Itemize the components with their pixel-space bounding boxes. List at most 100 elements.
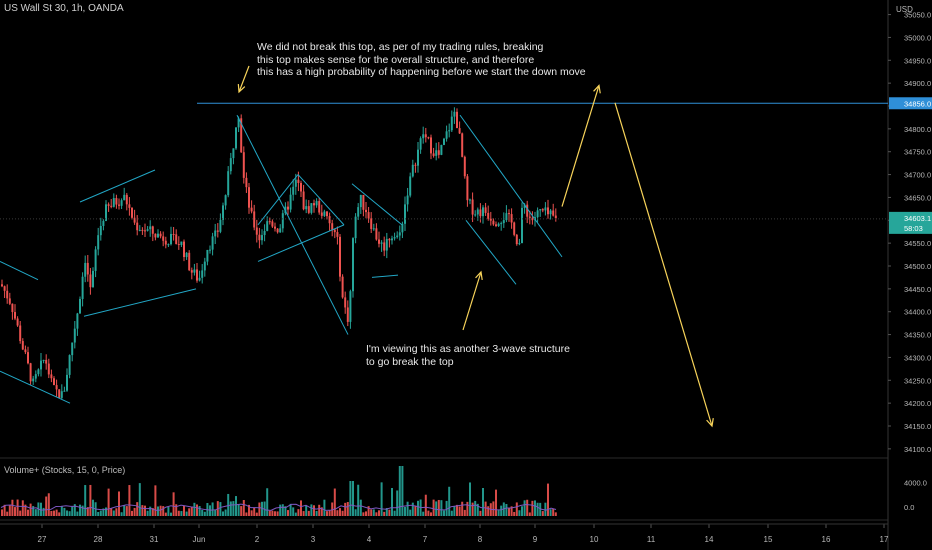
- candle: [463, 156, 466, 177]
- volume-bar: [66, 510, 68, 516]
- candle: [193, 269, 196, 273]
- candle: [219, 219, 222, 232]
- volume-bar: [151, 508, 154, 516]
- volume-bar: [120, 512, 123, 516]
- volume-bar: [245, 512, 248, 516]
- projection-up-arrow: [561, 85, 600, 207]
- candle: [201, 270, 204, 278]
- candle: [489, 218, 492, 221]
- volume-bar: [469, 482, 471, 516]
- candle: [466, 176, 469, 201]
- candle: [170, 233, 172, 245]
- volume-bar: [102, 508, 105, 516]
- volume-bar: [406, 501, 409, 516]
- volume-bar: [307, 510, 310, 516]
- candle: [177, 244, 180, 246]
- volume-bar: [354, 509, 357, 516]
- volume-bar: [157, 506, 159, 516]
- candle: [235, 127, 237, 149]
- volume-bar: [227, 493, 230, 516]
- volume-bar: [453, 506, 456, 516]
- volume-bar: [242, 500, 245, 516]
- resistance-line: [0, 102, 888, 220]
- candle: [362, 194, 365, 210]
- volume-bar: [68, 511, 71, 516]
- candle: [3, 286, 6, 291]
- top-annotation-arrow: [238, 65, 250, 93]
- volume-bar: [34, 509, 37, 516]
- candle: [94, 249, 97, 271]
- candle: [242, 152, 245, 178]
- price-tick-label: 34750.0: [904, 148, 931, 157]
- volume-bar: [398, 466, 401, 516]
- volume-bar: [58, 512, 61, 516]
- candle: [297, 179, 300, 183]
- candle: [526, 204, 529, 217]
- resistance-badge: [889, 97, 932, 110]
- candle: [175, 234, 178, 245]
- candle: [378, 239, 380, 244]
- volume-bar: [131, 510, 133, 516]
- volume-bar: [339, 508, 341, 516]
- projection-down-arrow-head: [706, 418, 714, 428]
- candle: [401, 223, 404, 233]
- volume-bar: [281, 504, 284, 516]
- candle: [60, 391, 63, 398]
- candle: [112, 198, 115, 207]
- candle: [183, 241, 185, 258]
- candle: [224, 195, 227, 206]
- volume-bar: [461, 501, 464, 516]
- volume-bar: [500, 505, 503, 516]
- candle: [229, 158, 232, 172]
- candle: [50, 374, 53, 379]
- bottom-annotation-arrow-head: [475, 270, 483, 281]
- candle: [237, 118, 240, 128]
- currency-label: USD: [896, 5, 913, 14]
- candle: [21, 341, 24, 350]
- candle: [500, 223, 503, 225]
- volume-bar: [437, 499, 440, 516]
- volume-bar: [380, 482, 383, 516]
- volume-bar: [73, 504, 76, 516]
- candle: [536, 210, 539, 218]
- candle: [541, 209, 544, 211]
- volume-bar: [136, 502, 139, 516]
- candle: [123, 194, 126, 201]
- volume-bar: [81, 505, 84, 516]
- volume-bar: [89, 484, 92, 516]
- candle: [255, 227, 258, 235]
- volume-bar: [141, 505, 144, 516]
- candle: [307, 206, 310, 213]
- time-tick-label: 2: [255, 535, 260, 544]
- volume-bar: [456, 504, 458, 516]
- volume-bar: [123, 505, 126, 516]
- candle: [144, 230, 146, 232]
- candle: [16, 318, 19, 326]
- volume-bar: [404, 506, 406, 516]
- candle: [151, 226, 154, 234]
- candle: [172, 233, 175, 235]
- candle: [289, 194, 292, 210]
- volume-bar: [284, 506, 287, 516]
- volume-bar: [112, 510, 115, 516]
- volume-bar: [458, 506, 461, 516]
- volume-bar: [378, 510, 380, 516]
- candle: [422, 134, 425, 139]
- volume-bar: [432, 499, 435, 516]
- candle: [474, 214, 477, 216]
- volume-bar: [414, 506, 417, 516]
- bottom-annotation: I'm viewing this as another 3-wave struc…: [366, 343, 570, 368]
- volume-bar: [326, 511, 328, 516]
- volume-bar: [388, 509, 391, 516]
- volume-bar: [125, 506, 128, 516]
- current-price-badge: [889, 211, 932, 234]
- current-price-label: 34603.1: [904, 214, 931, 223]
- candle: [518, 243, 521, 245]
- candle: [323, 211, 326, 216]
- candle: [32, 378, 35, 382]
- volume-bar: [253, 507, 256, 516]
- price-tick-label: 34100.0: [904, 445, 931, 454]
- volume-bar: [313, 505, 315, 516]
- time-tick-label: 17: [880, 535, 889, 544]
